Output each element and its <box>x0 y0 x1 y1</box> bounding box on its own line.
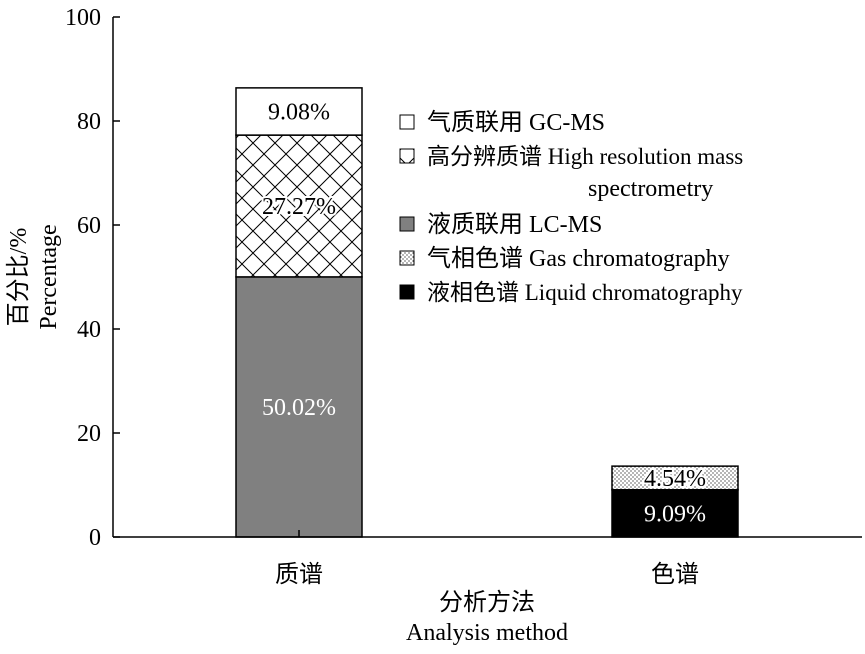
legend: 气质联用 GC-MS 高分辨质谱 High resolution mass spec… <box>399 109 743 305</box>
bars-layer: 50.02% 27.27% 9.08% 9.09% 4.54% <box>235 87 739 538</box>
legend-label-1: 气质联用 GC-MS <box>427 109 605 136</box>
data-label-1-3: 50.02% <box>262 395 336 421</box>
bar-segment-2-1 <box>611 488 739 538</box>
y-tick-label-2: 20 <box>77 421 101 447</box>
legend-swatch-2 <box>399 148 415 164</box>
legend-swatch-4 <box>399 250 415 266</box>
y-tick-label-5: 80 <box>77 109 101 135</box>
legend-swatch-1 <box>399 114 415 130</box>
data-label-2-2: 4.54% <box>644 466 706 492</box>
bar-segment-1-5 <box>235 87 363 136</box>
y-axis-title-en: Percentage <box>36 224 62 329</box>
legend-label-3: 液质联用 LC-MS <box>427 211 602 238</box>
y-axis-title-cn: 百分比/% <box>5 228 32 327</box>
legend-label-2: 高分辨质谱 High resolution mass <box>427 144 743 169</box>
legend-label-5: 液相色谱 Liquid chromatography <box>427 280 743 305</box>
y-tick-label-6: 100 <box>65 5 101 31</box>
x-tick-label-1: 质谱 <box>275 561 323 588</box>
y-tick-label-1: 0 <box>89 525 101 551</box>
y-tick-label-4: 60 <box>77 213 101 239</box>
data-label-1-4: 27.27% <box>262 194 336 220</box>
x-axis-title-en: Analysis method <box>406 620 568 646</box>
bar-segment-1-3 <box>235 276 363 538</box>
x-tick-label-2: 色谱 <box>651 561 699 588</box>
legend-swatch-3 <box>399 216 415 232</box>
legend-swatch-5 <box>399 284 415 300</box>
bar-segment-2-2 <box>611 465 739 491</box>
data-label-2-1: 9.09% <box>644 501 706 527</box>
legend-label-2-line2: spectrometry <box>588 176 713 202</box>
y-tick-label-3: 40 <box>77 317 101 343</box>
x-axis-title-cn: 分析方法 <box>439 589 535 616</box>
legend-label-4: 气相色谱 Gas chromatography <box>427 245 730 272</box>
data-label-1-5: 9.08% <box>268 99 330 125</box>
